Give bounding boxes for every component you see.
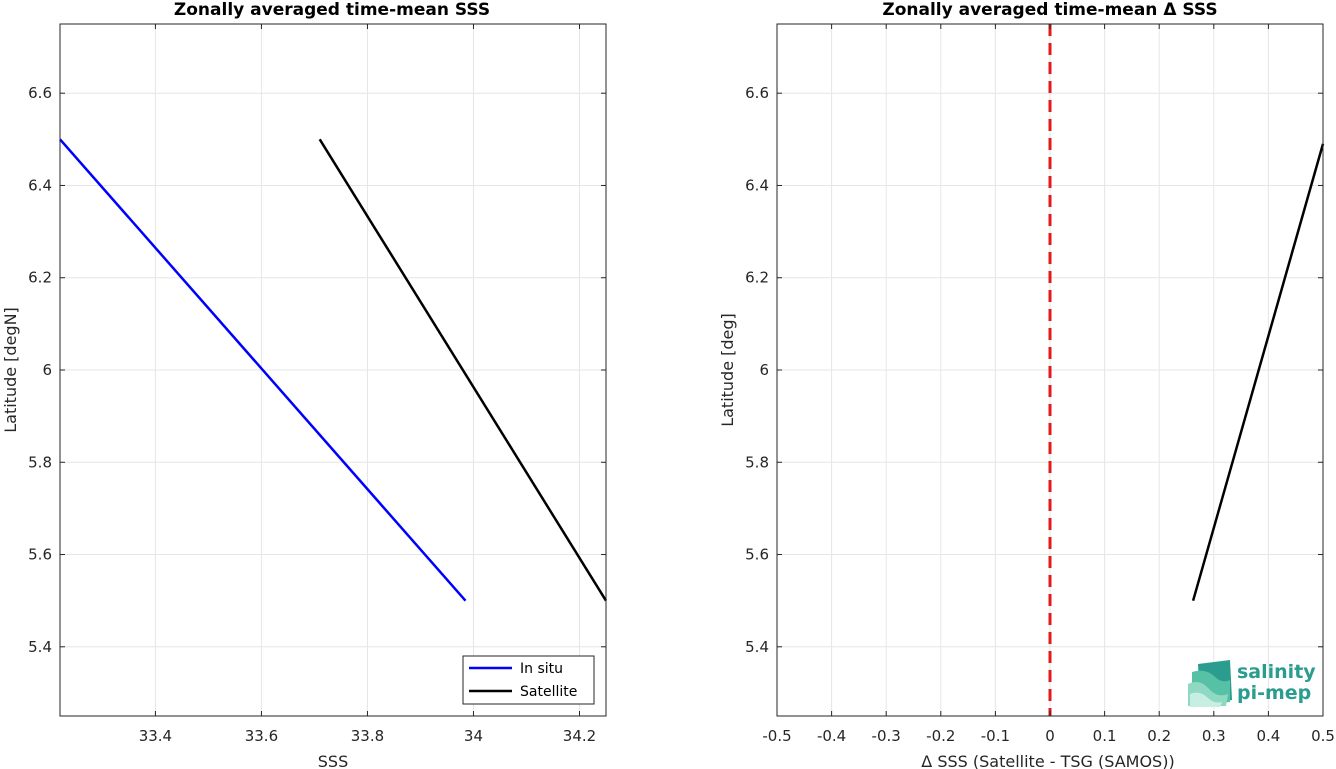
delta-sss-x-tick-label: 0.5 [1311, 727, 1335, 745]
sss-y-tick-label: 5.8 [28, 453, 52, 471]
sss-x-axis-label: SSS [318, 752, 348, 769]
sss-y-tick-label: 6.4 [28, 176, 52, 194]
delta-sss-x-tick-label: 0.1 [1093, 727, 1117, 745]
delta-sss-y-tick-label: 6.4 [745, 176, 769, 194]
salinity-pi-mep-logo: salinity pi-mep [1188, 660, 1316, 707]
wave-logo-icon [1188, 660, 1232, 707]
sss-x-tick-label: 34.2 [563, 727, 596, 745]
sss-x-tick-label: 34 [464, 727, 483, 745]
sss-y-tick-label: 6.6 [28, 84, 52, 102]
delta-sss-x-tick-label: -0.2 [926, 727, 955, 745]
delta-sss-series-0-line [1191, 143, 1325, 602]
delta-sss-x-tick-label: -0.5 [762, 727, 791, 745]
sss-x-tick-label: 33.8 [351, 727, 384, 745]
sss-y-tick-label: 6.2 [28, 269, 52, 287]
delta-sss-panel: Zonally averaged time-mean Δ SSS -0.5 -0.… [718, 0, 1335, 769]
delta-sss-x-tick-label: 0.3 [1202, 727, 1226, 745]
sss-satellite-line [318, 138, 608, 602]
sss-y-tick-label: 5.4 [28, 638, 52, 656]
delta-sss-x-tick-label: -0.4 [817, 727, 846, 745]
delta-sss-y-axis-label: Latitude [deg] [718, 313, 737, 427]
legend-box [462, 655, 595, 705]
logo-text-line1: salinity [1237, 661, 1316, 683]
legend: In situ Satellite [462, 655, 595, 705]
delta-sss-x-tick-label: 0.2 [1147, 727, 1171, 745]
delta-sss-x-tick-label: 0.4 [1256, 727, 1280, 745]
sss-y-tick-label: 5.6 [28, 546, 52, 564]
delta-sss-x-tick-label: -0.1 [981, 727, 1010, 745]
sss-panel: Zonally averaged time-mean SSS 33.4 33.6 3… [1, 0, 608, 769]
delta-sss-y-tick-label: 6.6 [745, 84, 769, 102]
delta-sss-x-tick-label: -0.3 [872, 727, 901, 745]
legend-satellite-label: Satellite [520, 684, 577, 700]
logo-text-line2: pi-mep [1237, 682, 1311, 704]
delta-sss-y-tick-label: 5.8 [745, 453, 769, 471]
delta-sss-y-tick-label: 5.4 [745, 638, 769, 656]
legend-in-situ-label: In situ [520, 661, 563, 677]
sss-x-tick-label: 33.6 [245, 727, 278, 745]
sss-y-tick-label: 6 [42, 361, 52, 379]
delta-sss-y-tick-label: 6 [759, 361, 769, 379]
delta-sss-y-tick-label: 5.6 [745, 546, 769, 564]
sss-in-situ-line [59, 138, 467, 602]
delta-sss-panel-title: Zonally averaged time-mean Δ SSS [882, 0, 1217, 20]
sss-x-tick-label: 33.4 [139, 727, 172, 745]
delta-sss-y-tick-label: 6.2 [745, 269, 769, 287]
sss-y-axis-label: Latitude [degN] [1, 307, 20, 433]
delta-sss-x-tick-label: 0 [1045, 727, 1055, 745]
sss-panel-title: Zonally averaged time-mean SSS [174, 0, 490, 20]
delta-sss-x-axis-label: Δ SSS (Satellite - TSG (SAMOS)) [921, 752, 1174, 769]
